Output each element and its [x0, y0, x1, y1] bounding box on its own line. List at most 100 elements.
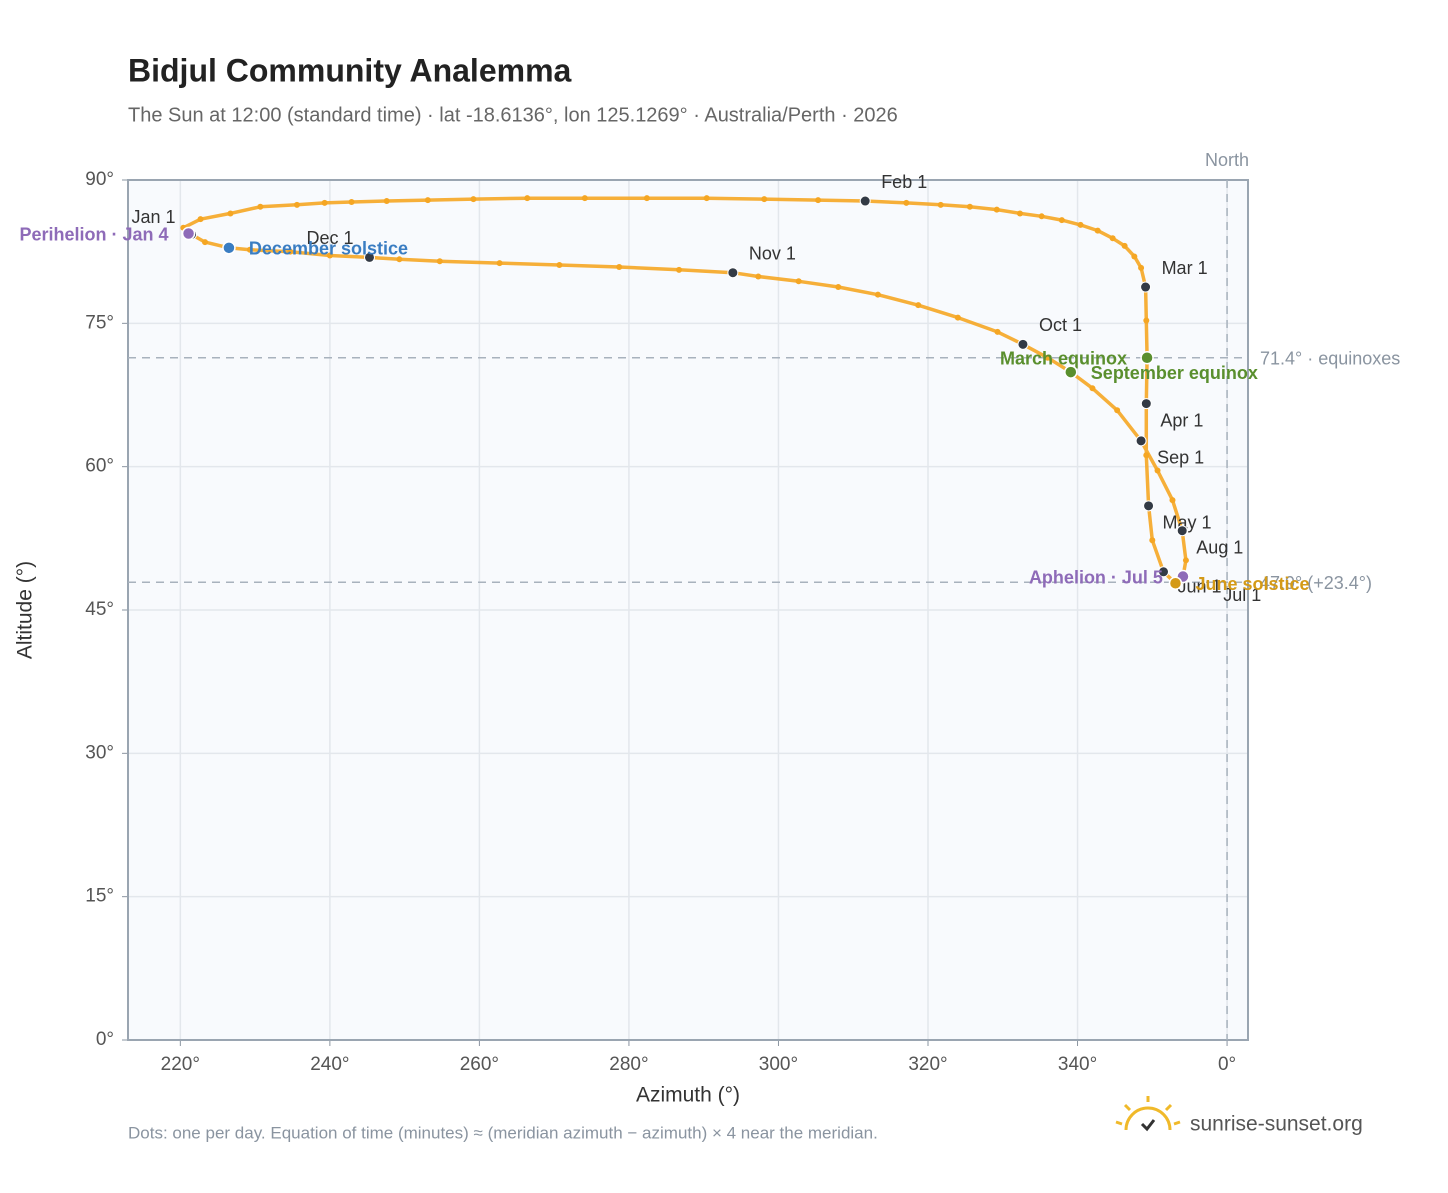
y-tick-label: 60°: [85, 456, 114, 477]
event-marker: [1064, 365, 1078, 379]
daily-dot: [703, 195, 710, 202]
daily-dot: [524, 195, 531, 202]
event-label: March equinox: [1000, 348, 1127, 368]
month-label: Jan 1: [132, 207, 176, 227]
daily-dot: [227, 210, 234, 217]
month-label: Oct 1: [1039, 315, 1082, 335]
daily-dot: [993, 206, 1000, 213]
daily-dot: [436, 258, 443, 265]
y-tick-label: 0°: [96, 1029, 114, 1050]
daily-dot: [1131, 253, 1138, 260]
daily-dot: [383, 198, 390, 205]
daily-dot: [396, 256, 403, 263]
daily-dot: [966, 203, 973, 210]
daily-dot: [496, 260, 503, 267]
x-tick-label: 280°: [609, 1054, 648, 1075]
daily-dot: [1044, 354, 1051, 361]
daily-dot: [1121, 242, 1128, 249]
daily-dot: [287, 248, 294, 255]
event-marker: [1140, 350, 1154, 365]
y-tick-label: 45°: [85, 599, 114, 620]
meridian-label: North: [1205, 150, 1249, 170]
daily-dot: [1138, 264, 1145, 271]
y-tick-label: 90°: [85, 169, 114, 190]
x-tick-label: 240°: [310, 1054, 349, 1075]
month-marker: [363, 251, 375, 263]
month-label: Jul 1: [1223, 585, 1261, 605]
month-label: Sep 1: [1157, 448, 1204, 468]
daily-dot: [1169, 497, 1176, 504]
month-label: Feb 1: [881, 172, 927, 192]
y-tick-label: 30°: [85, 742, 114, 763]
daily-dot: [1143, 317, 1150, 324]
event-label: Aphelion · Jul 5: [1029, 567, 1163, 587]
month-marker: [1158, 566, 1170, 578]
logo-icon: [1115, 1096, 1181, 1132]
month-marker: [1176, 525, 1188, 537]
daily-dot: [1089, 385, 1096, 392]
daily-dot: [1154, 467, 1161, 474]
month-marker: [1017, 338, 1029, 350]
daily-dot: [1038, 213, 1045, 220]
month-label: Dec 1: [306, 228, 353, 248]
daily-dot: [755, 273, 762, 280]
month-marker: [1135, 435, 1147, 447]
x-tick-label: 340°: [1058, 1054, 1097, 1075]
event-label: June solstice: [1195, 574, 1309, 594]
daily-dot: [1058, 217, 1065, 224]
x-axis-label: Azimuth (°): [636, 1084, 740, 1107]
month-marker: [1143, 500, 1155, 512]
event-label: September equinox: [1091, 363, 1258, 383]
daily-dot: [1109, 235, 1116, 242]
daily-dot: [994, 328, 1001, 335]
chart-subtitle: The Sun at 12:00 (standard time) · lat -…: [128, 104, 898, 126]
event-label: Perihelion · Jan 4: [20, 224, 169, 244]
logo-text: sunrise-sunset.org: [1190, 1113, 1363, 1136]
daily-dot: [835, 284, 842, 291]
daily-dot: [581, 195, 588, 202]
month-label: Aug 1: [1196, 537, 1243, 557]
x-tick-label: 300°: [759, 1054, 798, 1075]
month-marker: [727, 267, 739, 279]
month-marker: [1140, 281, 1152, 293]
daily-dot: [1149, 537, 1156, 544]
month-label: Mar 1: [1162, 258, 1208, 278]
daily-dot: [903, 199, 910, 206]
month-marker: [1140, 398, 1152, 410]
daily-dot: [202, 239, 209, 246]
x-tick-label: 0°: [1218, 1054, 1236, 1075]
daily-dot: [321, 199, 328, 206]
daily-dot: [1114, 407, 1121, 414]
daily-dot: [1077, 221, 1084, 228]
reference-label: 71.4° · equinoxes: [1260, 348, 1400, 368]
daily-dot: [676, 266, 683, 273]
footnote: Dots: one per day. Equation of time (min…: [128, 1123, 878, 1142]
event-marker: [222, 241, 236, 255]
y-axis-label: Altitude (°): [14, 561, 37, 659]
month-label: May 1: [1163, 513, 1212, 533]
daily-dot: [1016, 210, 1023, 217]
daily-dot: [326, 252, 333, 259]
daily-dot: [470, 196, 477, 203]
month-label: Jun 1: [1178, 577, 1222, 597]
daily-dot: [1182, 557, 1189, 564]
month-marker: [859, 195, 871, 207]
month-label: Nov 1: [749, 243, 796, 263]
x-tick-label: 260°: [460, 1054, 499, 1075]
reference-label: 47.9° (+23.4°): [1260, 573, 1372, 593]
daily-dot: [246, 246, 253, 253]
daily-dot: [761, 196, 768, 203]
daily-dot: [915, 302, 922, 309]
plot-frame: [127, 179, 1249, 1041]
x-tick-label: 220°: [161, 1054, 200, 1075]
daily-dot: [257, 203, 264, 210]
event-label: December solstice: [249, 239, 408, 259]
y-tick-label: 15°: [85, 886, 114, 907]
daily-dot: [1094, 227, 1101, 234]
daily-dot: [815, 197, 822, 204]
daily-dot: [556, 262, 563, 269]
daily-dot: [348, 198, 355, 205]
chart-title: Bidjul Community Analemma: [128, 52, 572, 88]
event-marker: [1168, 576, 1183, 590]
